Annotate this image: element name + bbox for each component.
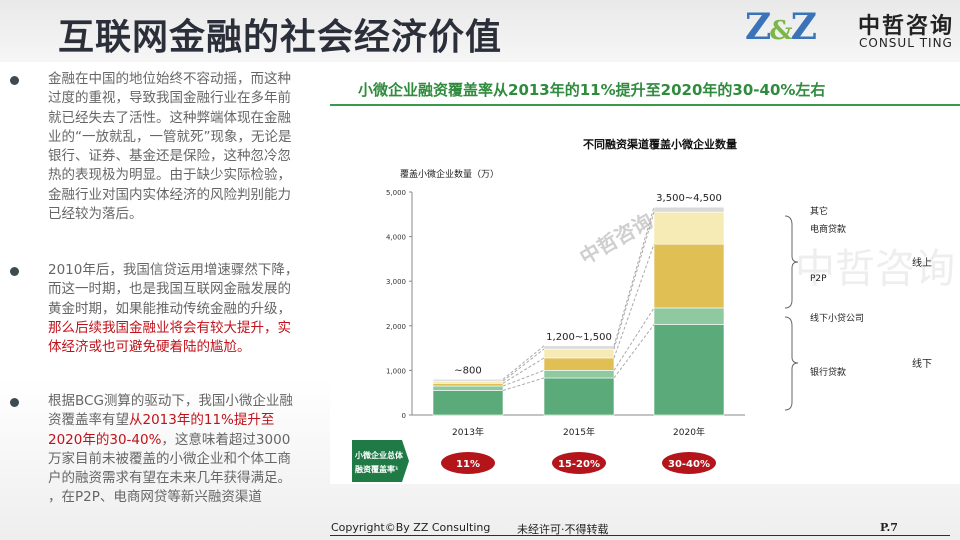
coverage-label-arrow	[352, 440, 409, 482]
x-tick-label: 2015年	[563, 426, 595, 438]
connector-line	[613, 324, 655, 379]
bar-segment-3	[432, 380, 504, 384]
y-tick-label: 0	[402, 412, 406, 420]
logo-en: CONSUL TING	[859, 36, 953, 50]
page-title: 互联网金融的社会经济价值	[58, 17, 503, 58]
legend-label: P2P	[810, 274, 827, 284]
footer-divider	[330, 535, 950, 536]
bar-segment-4	[543, 345, 615, 350]
connector-line	[613, 307, 655, 371]
bar-segment-3	[543, 348, 615, 359]
brace-icon	[784, 215, 799, 309]
group-label-offline: 线下	[912, 357, 932, 370]
footer-note: 未经许可·不得转载	[517, 523, 609, 536]
x-tick-label: 2020年	[673, 426, 705, 438]
y-axis-label: 覆盖小微企业数量（万）	[400, 168, 499, 180]
connector-line	[613, 207, 655, 347]
legend-label: 电商贷款	[810, 223, 846, 235]
page-number: P.7	[880, 521, 898, 534]
connector-line	[502, 357, 545, 384]
brace-icon	[784, 316, 799, 411]
total-label: ~800	[454, 365, 481, 376]
bar-segment-2	[543, 357, 615, 371]
bullet-text-1: 金融在中国的地位始终不容动摇，而这种过度的重视，导致我国金融行业在多年前就已经失…	[48, 70, 300, 224]
coverage-badge	[662, 452, 716, 474]
y-tick-label: 5,000	[386, 189, 406, 197]
coverage-label: 小微企业总体	[354, 450, 404, 460]
bar-segment-0	[653, 324, 725, 416]
header-bar	[0, 0, 960, 62]
group-label-online: 线上	[912, 256, 932, 269]
chart-title: 不同融资渠道覆盖小微企业数量	[583, 137, 737, 151]
y-tick-label: 3,000	[386, 278, 406, 286]
bullet-icon	[10, 267, 19, 276]
logo-mark-right: Z	[790, 6, 817, 48]
body-text: 根据BCG测算的驱动下，我国小微企业融资覆盖率有望	[48, 393, 293, 429]
body-text: 金融在中国的地位始终不容动摇，而这种过度的重视，导致我国金融行业在多年前就已经失…	[48, 71, 292, 223]
bar-segment-3	[653, 211, 725, 245]
legend-label: 银行贷款	[810, 366, 846, 378]
connector-line	[502, 348, 545, 382]
total-label: 1,200~1,500	[546, 332, 612, 343]
bar-segment-1	[432, 385, 504, 391]
bar-segment-2	[653, 243, 725, 309]
connector-line	[613, 211, 655, 350]
highlight-text: 那么后续我国金融业将会有较大提升，实体经济或也可避免硬着陆的尴尬。	[48, 319, 291, 356]
stacked-bar-chart: 中哲咨询 中哲咨询不同融资渠道覆盖小微企业数量覆盖小微企业数量（万）01,0002…	[352, 137, 955, 482]
bar-segment-4	[653, 206, 725, 213]
chart-header-underline	[330, 104, 960, 106]
bullet-text-3: 根据BCG测算的驱动下，我国小微企业融资覆盖率有望从2013年的11%提升至20…	[48, 392, 300, 508]
legend-label: 其它	[810, 205, 828, 217]
watermark: 中哲咨询	[795, 246, 955, 292]
connector-line	[613, 244, 655, 359]
connector-line	[502, 369, 545, 387]
highlight-text: 从2013年的11%提升至2020年的30-40%	[48, 412, 275, 448]
bar-segment-4	[432, 379, 504, 382]
coverage-badge	[441, 452, 495, 474]
total-label: 3,500~4,500	[656, 193, 722, 204]
bullet-text-2: 2010年后，我国信贷运用增速骤然下降，而这一时期，也是我国互联网金融发展的黄金…	[48, 261, 300, 357]
bullet-icon	[10, 76, 19, 85]
coverage-label: 融资覆盖率¹	[355, 464, 399, 474]
logo-mark: Z&Z	[745, 6, 817, 48]
footer-copyright: Copyright©By ZZ Consulting	[331, 521, 491, 534]
coverage-value: 30-40%	[668, 459, 710, 470]
bullet-icon	[10, 398, 19, 407]
bar-segment-2	[432, 383, 504, 387]
body-text: ，这意味着超过3000万家目前未被覆盖的小微企业和个体工商户的融资需求有望在未来…	[48, 431, 291, 506]
logo-cn: 中哲咨询	[858, 14, 955, 39]
bar-segment-1	[653, 307, 725, 325]
coverage-value: 15-20%	[558, 459, 600, 470]
y-tick-label: 2,000	[386, 323, 406, 331]
logo-mark-left: Z	[745, 6, 771, 48]
y-tick-label: 4,000	[386, 234, 406, 242]
logo-mark-amp: &	[769, 16, 793, 46]
connector-line	[502, 377, 545, 391]
y-tick-label: 1,000	[386, 367, 406, 375]
chart-header: 小微企业融资覆盖率从2013年的11%提升至2020年的30-40%左右	[358, 81, 826, 99]
coverage-value: 11%	[456, 459, 480, 470]
connector-line	[502, 345, 545, 380]
logo: Z&Z 中哲咨询 CONSUL TING	[745, 6, 960, 52]
x-tick-label: 2013年	[452, 426, 484, 438]
legend-label: 线下小贷公司	[810, 312, 864, 324]
bar-segment-1	[543, 370, 615, 379]
bar-segment-0	[432, 390, 504, 416]
body-text: 2010年后，我国信贷运用增速骤然下降，而这一时期，也是我国互联网金融发展的黄金…	[48, 262, 299, 317]
bar-segment-0	[543, 377, 615, 416]
coverage-badge	[552, 452, 606, 474]
chart-panel	[330, 106, 960, 484]
